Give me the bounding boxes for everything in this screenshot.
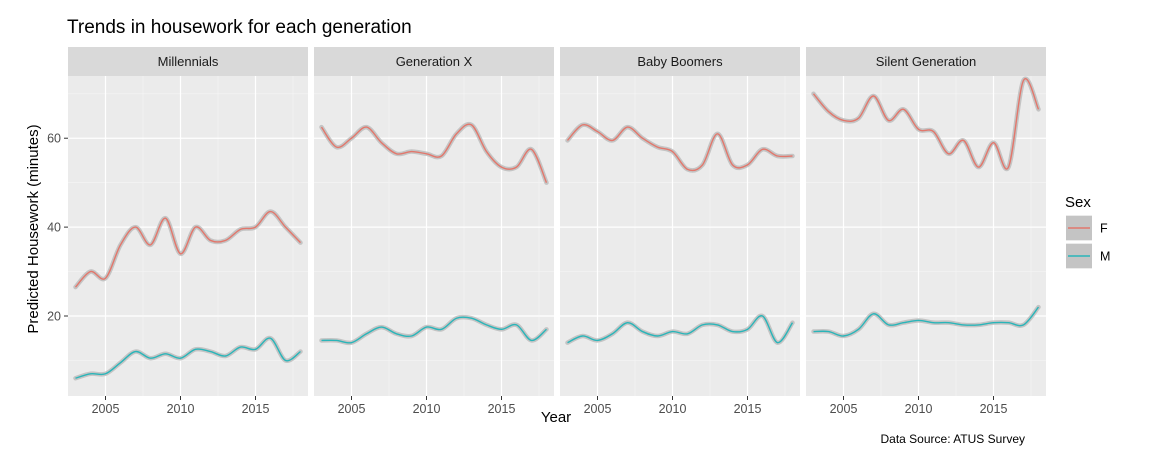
panel-silent-generation: Silent Generation 2005 2010 2015 [806, 47, 1046, 416]
x-tick-label: 2010 [167, 402, 195, 416]
facet-strip [314, 47, 554, 76]
series-line-f [566, 123, 793, 172]
facet-label: Generation X [396, 54, 473, 69]
facet-strip [68, 47, 308, 76]
x-tick-label: 2015 [488, 402, 516, 416]
chart-title: Trends in housework for each generation [67, 17, 412, 38]
y-tick-labels: 20 40 60 [47, 132, 68, 324]
x-tick-label: 2005 [338, 402, 366, 416]
x-tick-label: 2010 [413, 402, 441, 416]
y-tick-label: 20 [47, 310, 61, 324]
caption: Data Source: ATUS Survey [880, 432, 1025, 446]
facet-panels: Millennials 2005 2010 2015 Generation X 2005 2… [68, 47, 1046, 416]
series-line-m [321, 316, 547, 344]
panel-background [560, 76, 800, 396]
x-tick-label: 2015 [734, 402, 762, 416]
series-line-m [813, 306, 1040, 337]
y-axis-title: Predicted Housework (minutes) [25, 124, 42, 333]
panel-baby-boomers: Baby Boomers 2005 2010 2015 [560, 47, 800, 416]
facet-strip [560, 47, 800, 76]
x-tick-label: 2005 [584, 402, 612, 416]
series-line-f [320, 123, 548, 183]
legend-label: F [1100, 222, 1108, 236]
facet-label: Baby Boomers [637, 54, 723, 69]
legend-label: M [1100, 250, 1110, 264]
legend-key-m: M [1066, 243, 1110, 269]
series-line-m [75, 337, 301, 379]
series-line-m [567, 315, 794, 344]
y-tick-label: 60 [47, 132, 61, 146]
series-line-f [812, 78, 1040, 170]
panel-background [806, 76, 1046, 396]
x-tick-label: 2015 [980, 402, 1008, 416]
x-tick-label: 2010 [659, 402, 687, 416]
y-tick-label: 40 [47, 221, 61, 235]
x-tick-label: 2005 [830, 402, 858, 416]
facet-label: Millennials [158, 54, 219, 69]
panel-generation-x: Generation X 2005 2010 2015 [314, 47, 554, 416]
facet-strip [806, 47, 1046, 76]
legend-title: Sex [1065, 194, 1091, 211]
x-tick-label: 2010 [905, 402, 933, 416]
panel-background [314, 76, 554, 396]
x-tick-label: 2015 [242, 402, 270, 416]
x-axis-title: Year [541, 409, 571, 426]
legend: Sex FM [1065, 194, 1110, 269]
series-line-f [74, 210, 302, 288]
x-tick-label: 2005 [92, 402, 120, 416]
facet-label: Silent Generation [876, 54, 976, 69]
legend-key-f: F [1066, 215, 1108, 241]
panel-millennials: Millennials 2005 2010 2015 [68, 47, 308, 416]
